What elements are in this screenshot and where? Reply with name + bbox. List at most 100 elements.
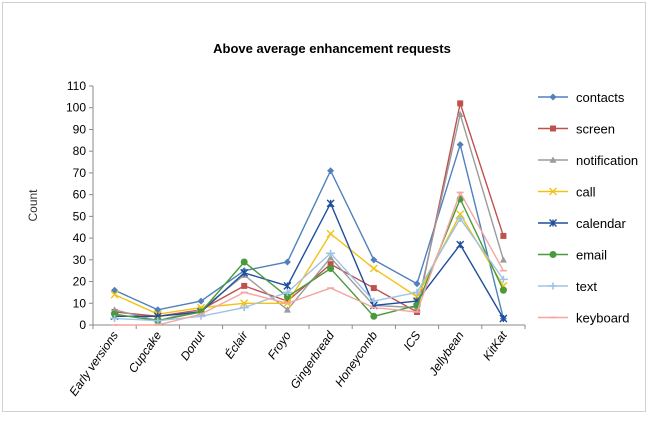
data-point-notification	[327, 254, 335, 261]
data-point-calendar	[499, 314, 508, 323]
data-point-text	[326, 249, 336, 257]
data-point-contacts	[327, 167, 335, 175]
legend-item-notification: notification	[538, 153, 638, 168]
data-point-call	[369, 264, 378, 273]
y-tick-label: 30	[73, 253, 87, 267]
x-tick-label: KitKat	[480, 328, 510, 363]
data-point-contacts	[456, 141, 464, 149]
y-tick-label: 70	[73, 166, 87, 180]
legend-label: contacts	[576, 90, 625, 105]
legend-marker	[549, 219, 557, 227]
y-tick-label: 20	[73, 275, 87, 289]
legend-marker	[548, 282, 558, 290]
data-point-calendar	[456, 240, 465, 249]
data-point-email	[327, 265, 335, 273]
legend-label: calendar	[576, 216, 627, 231]
series-text	[110, 215, 508, 325]
legend-label: notification	[576, 153, 638, 168]
data-point-notification	[111, 306, 119, 313]
data-point-text	[282, 288, 292, 296]
legend-marker	[549, 187, 557, 196]
x-tick-label: Early versions	[66, 329, 121, 399]
legend-item-call: call	[538, 185, 596, 200]
x-tick-label: Cupcake	[126, 328, 165, 375]
y-tick-label: 60	[73, 188, 87, 202]
data-point-notification	[499, 256, 507, 263]
data-point-contacts	[413, 280, 421, 288]
y-tick-label: 40	[73, 231, 87, 245]
data-point-screen	[241, 282, 248, 289]
legend-label: screen	[576, 122, 615, 137]
data-point-contacts	[197, 297, 205, 305]
data-point-contacts	[370, 256, 378, 264]
axes: 0 10 20 30 40 50 60 70 80 90 100 110 Early versions C…	[66, 79, 526, 399]
data-point-notification	[456, 110, 464, 118]
data-point-text	[498, 275, 508, 283]
data-point-email	[111, 310, 119, 318]
data-point-calendar	[326, 199, 335, 208]
legend-label: call	[576, 185, 596, 200]
data-point-screen	[500, 232, 507, 239]
legend-label: text	[576, 279, 597, 294]
data-point-screen	[284, 298, 291, 305]
legend-item-contacts: contacts	[538, 90, 625, 105]
legend-marker	[550, 125, 556, 132]
data-point-calendar	[283, 281, 292, 290]
x-tick-label: Honeycomb	[332, 328, 380, 389]
data-point-email	[283, 293, 291, 301]
y-axis-label: Count	[26, 189, 40, 222]
data-point-text	[455, 215, 465, 223]
data-point-text	[110, 314, 120, 322]
y-tick-label: 90	[73, 122, 87, 136]
x-tick-label: Gingerbread	[287, 328, 337, 391]
series-layer	[110, 100, 508, 326]
series-line-text	[114, 217, 504, 322]
x-tick-label: Éclair	[221, 327, 251, 361]
data-point-notification	[283, 306, 291, 313]
data-point-call	[326, 229, 335, 238]
legend: contacts screen notification call calendar em…	[538, 90, 638, 326]
x-tick-label: Jellybean	[426, 328, 467, 379]
x-tick-label: ICS	[401, 329, 424, 353]
series-line-calendar	[114, 201, 505, 319]
chart-border	[2, 2, 646, 412]
y-tick-label: 50	[73, 209, 87, 223]
series-line-keyboard	[114, 190, 505, 326]
data-point-email	[499, 286, 507, 294]
legend-marker	[549, 156, 557, 163]
data-point-screen	[370, 285, 377, 292]
data-point-contacts	[283, 258, 291, 266]
data-point-screen	[457, 100, 464, 107]
data-point-call	[110, 290, 119, 299]
series-calendar	[110, 199, 508, 323]
legend-marker	[549, 93, 557, 101]
y-tick-label: 100	[66, 101, 86, 115]
legend-label: email	[576, 248, 607, 263]
x-tick-label: Donut	[178, 328, 208, 363]
series-line-notification	[114, 111, 505, 322]
legend-item-calendar: calendar	[538, 216, 627, 231]
data-point-email	[370, 312, 378, 320]
y-tick-label: 0	[79, 318, 86, 332]
data-point-calendar	[240, 268, 249, 277]
chart-title: Above average enhancement requests	[213, 41, 451, 56]
data-point-text	[153, 317, 163, 325]
legend-item-text: text	[538, 279, 597, 294]
data-point-text	[239, 304, 249, 312]
y-tick-label: 80	[73, 144, 87, 158]
data-point-call	[456, 210, 465, 219]
series-line-contacts	[114, 142, 505, 319]
y-tick-label: 110	[67, 79, 86, 93]
y-tick-label: 10	[73, 296, 87, 310]
data-point-text	[369, 297, 379, 305]
series-screen	[111, 100, 507, 320]
x-tick-label: Froyo	[265, 328, 294, 361]
legend-item-keyboard: keyboard	[538, 311, 629, 326]
data-point-text	[412, 288, 422, 296]
legend-item-screen: screen	[538, 122, 615, 137]
data-point-screen	[327, 261, 334, 268]
legend-label: keyboard	[576, 311, 629, 326]
legend-item-email: email	[538, 248, 607, 263]
